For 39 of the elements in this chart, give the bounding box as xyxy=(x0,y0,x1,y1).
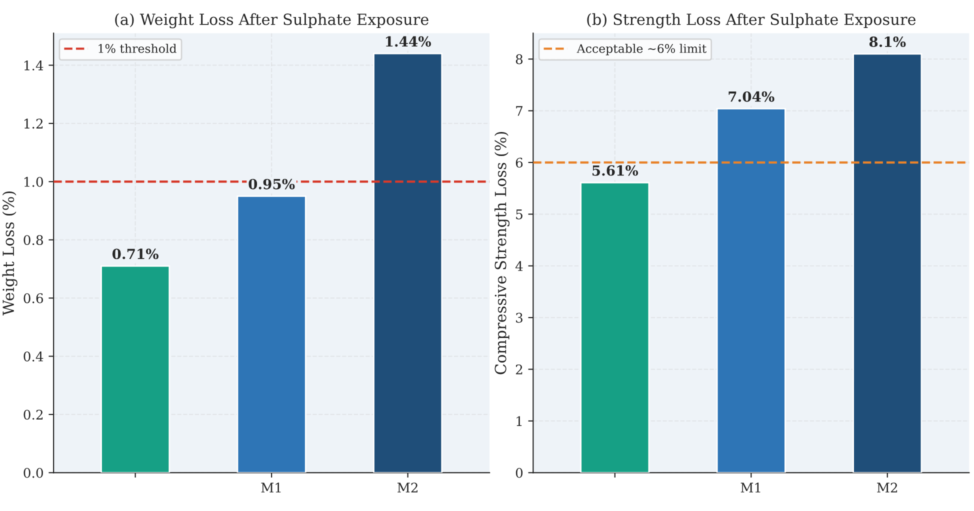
y-axis-title: Weight Loss (%) xyxy=(2,191,18,316)
chart-title: (b) Strength Loss After Sulphate Exposure xyxy=(587,13,916,28)
bar xyxy=(236,196,306,473)
y-tick-label: 1.4 xyxy=(24,60,44,70)
data-label: 7.04% xyxy=(728,91,774,102)
x-tick-label: M1 xyxy=(740,482,760,492)
data-label: 8.1% xyxy=(869,36,906,48)
y-tick-label: 0.6 xyxy=(24,293,44,304)
y-tick-label: 0 xyxy=(516,468,523,478)
x-tick-label: M2 xyxy=(398,482,418,492)
y-tick-label: 2 xyxy=(516,364,522,374)
bar xyxy=(716,108,786,473)
legend-label: 1% threshold xyxy=(98,44,176,53)
x-tick-label: M2 xyxy=(877,482,898,492)
bar xyxy=(580,182,650,473)
bar xyxy=(373,52,443,473)
y-tick-label: 1.0 xyxy=(24,176,43,187)
bar xyxy=(852,53,922,473)
data-label: 0.71% xyxy=(112,248,158,260)
y-tick-label: 3 xyxy=(516,312,522,323)
bar xyxy=(100,265,170,473)
y-tick-label: 0.0 xyxy=(24,468,43,478)
y-axis-title: Compressive Strength Loss (%) xyxy=(494,132,510,374)
y-tick-label: 5 xyxy=(516,210,522,220)
y-tick-label: 1 xyxy=(516,416,522,426)
chart-title: (a) Weight Loss After Sulphate Exposure xyxy=(115,13,428,28)
y-tick-label: 4 xyxy=(515,261,523,271)
legend-label: Acceptable ~6% limit xyxy=(576,44,707,56)
y-tick-label: 7 xyxy=(516,106,522,116)
x-tick-label: M1 xyxy=(261,482,281,492)
y-tick-label: 0.4 xyxy=(24,351,44,362)
y-tick-label: 1.2 xyxy=(24,118,43,129)
data-label: 1.44% xyxy=(386,36,431,47)
y-tick-label: 6 xyxy=(516,158,523,168)
y-tick-label: 0.2 xyxy=(24,410,43,420)
data-label: 0.95% xyxy=(248,178,295,190)
y-tick-label: 8 xyxy=(516,54,523,64)
y-tick-label: 0.8 xyxy=(24,235,43,246)
data-label: 5.61% xyxy=(592,165,638,176)
